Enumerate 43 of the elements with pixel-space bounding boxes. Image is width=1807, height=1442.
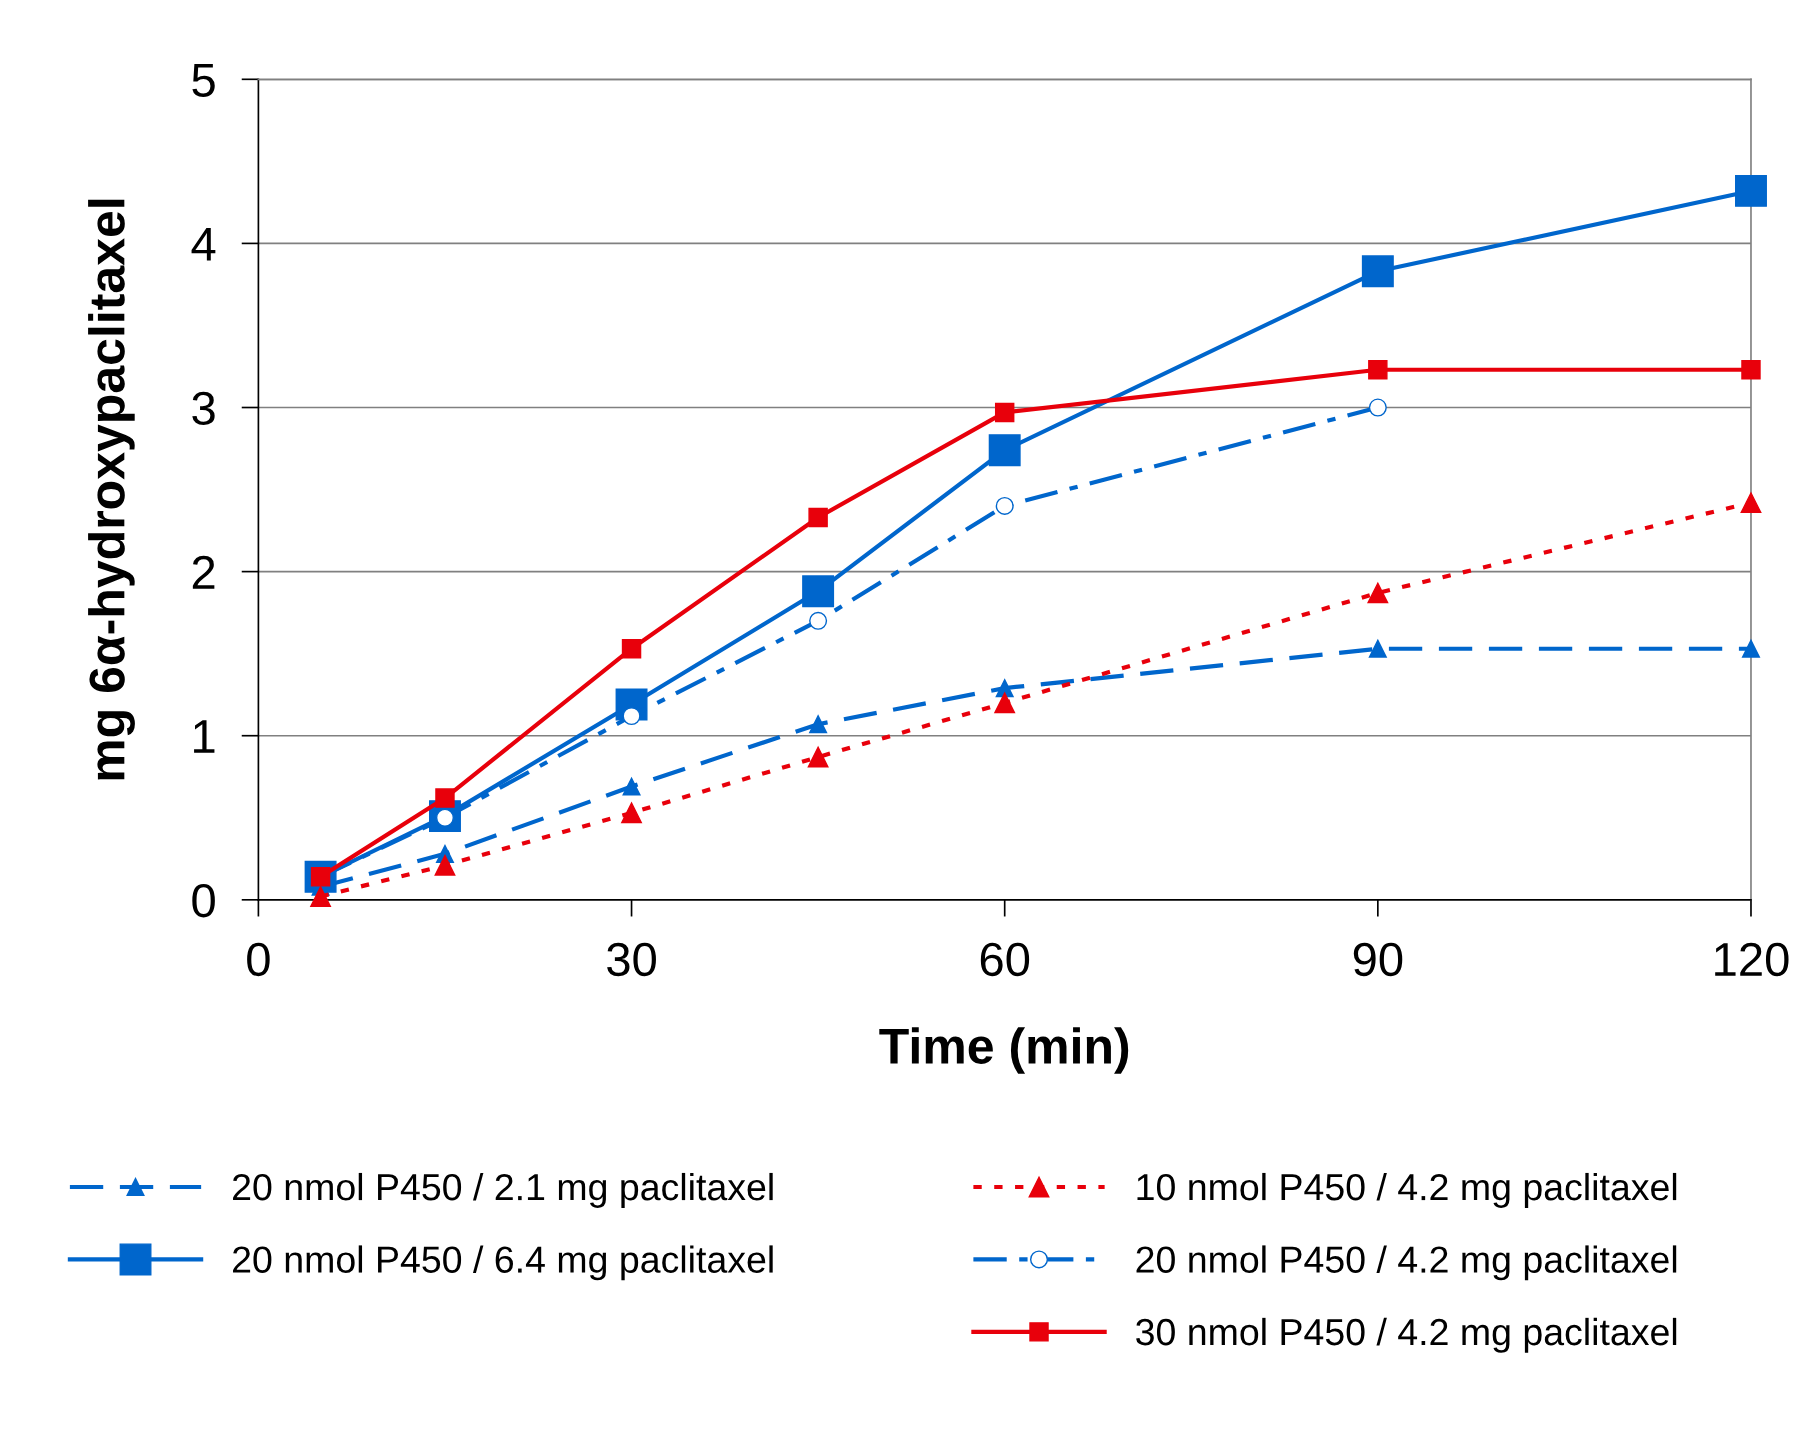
point — [1368, 360, 1388, 380]
x-tick-label: 120 — [1715, 942, 1789, 977]
y-tick-label: 5 — [192, 63, 215, 97]
point — [310, 886, 332, 907]
point — [434, 854, 456, 876]
point — [435, 788, 455, 808]
point — [1368, 639, 1387, 658]
legend-label: 30 nmol P450 / 4.2 mg paclitaxel — [1136, 1317, 1677, 1353]
y-tick-label: 1 — [194, 720, 215, 753]
legend-label: 20 nmol P450 / 4.2 mg paclitaxel — [1136, 1245, 1677, 1281]
point — [1741, 639, 1761, 658]
point — [1368, 398, 1387, 417]
point — [1361, 255, 1394, 288]
point — [1741, 360, 1761, 380]
y-axis-title: mg 6α-hydroxypaclitaxel — [88, 199, 135, 780]
x-axis-title: Time (min) — [879, 1027, 1129, 1074]
y-tick-label: 3 — [192, 391, 215, 426]
point — [809, 715, 828, 734]
point — [988, 434, 1021, 467]
x-tick-label: 30 — [607, 942, 656, 977]
point — [807, 746, 829, 768]
point — [621, 639, 642, 659]
x-tick-label: 60 — [980, 942, 1030, 977]
point — [994, 402, 1015, 423]
point — [994, 692, 1016, 714]
point — [1735, 174, 1767, 207]
point — [621, 802, 642, 824]
point — [1367, 582, 1389, 604]
point — [809, 611, 828, 630]
point — [622, 777, 641, 796]
x-tick-label: 90 — [1353, 942, 1403, 977]
y-tick-label: 0 — [192, 883, 215, 918]
legend-label: 10 nmol P450 / 4.2 mg paclitaxel — [1137, 1172, 1677, 1208]
legend-label: 20 nmol P450 / 6.4 mg paclitaxel — [233, 1245, 773, 1281]
point — [808, 507, 828, 528]
y-tick-label: 2 — [192, 555, 215, 589]
y-tick-label: 4 — [191, 228, 216, 261]
x-tick-label: 0 — [247, 942, 270, 977]
point — [995, 496, 1014, 515]
legend-label: 20 nmol P450 / 2.1 mg paclitaxel — [233, 1172, 773, 1208]
point — [1740, 492, 1762, 514]
point — [802, 575, 835, 608]
point — [622, 706, 641, 726]
